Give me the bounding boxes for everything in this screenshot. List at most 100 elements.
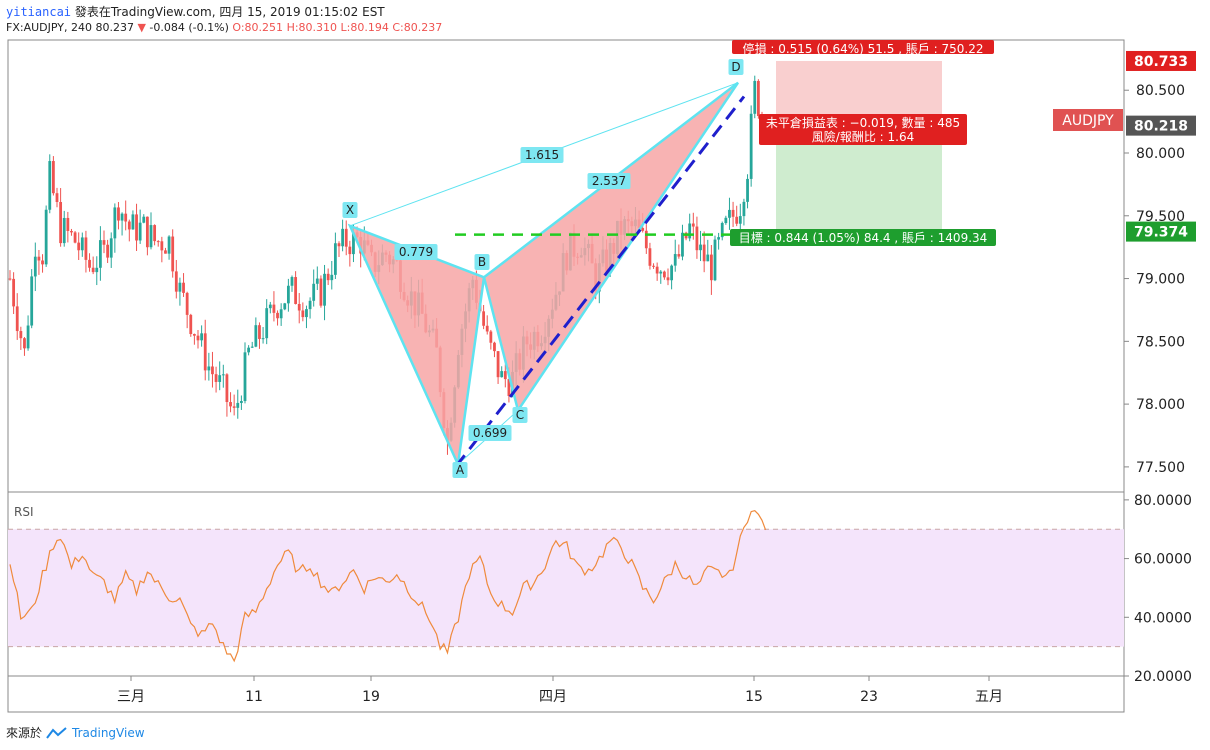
candle[interactable] [232, 394, 236, 416]
candle[interactable] [738, 203, 742, 234]
price-marker-current[interactable]: 80.218 [1126, 115, 1196, 136]
candle[interactable] [677, 244, 681, 259]
candle[interactable] [84, 230, 88, 273]
candle[interactable] [337, 241, 341, 257]
candle[interactable] [19, 326, 23, 350]
candle[interactable] [120, 212, 124, 236]
candle[interactable] [185, 291, 189, 329]
candle[interactable] [695, 216, 699, 259]
candle[interactable] [265, 299, 269, 345]
candle[interactable] [145, 216, 149, 256]
candle[interactable] [731, 201, 735, 227]
candle[interactable] [88, 253, 91, 272]
candle[interactable] [268, 301, 272, 314]
candle[interactable] [131, 210, 135, 230]
candle[interactable] [98, 226, 102, 281]
candle[interactable] [717, 232, 721, 250]
candle[interactable] [225, 373, 229, 417]
candle[interactable] [218, 361, 222, 391]
candle[interactable] [156, 240, 160, 247]
candle[interactable] [308, 297, 312, 319]
symbol-badge[interactable]: AUDJPY [1053, 109, 1123, 131]
candle[interactable] [272, 291, 276, 322]
candle[interactable] [142, 214, 146, 224]
candle[interactable] [113, 203, 117, 253]
candle[interactable] [724, 215, 728, 225]
candle[interactable] [286, 278, 290, 312]
candle[interactable] [493, 341, 496, 358]
candle[interactable] [135, 203, 138, 251]
candle[interactable] [66, 211, 70, 243]
candle[interactable] [247, 345, 251, 356]
candle[interactable] [670, 264, 674, 290]
candle[interactable] [341, 219, 345, 252]
candle[interactable] [333, 232, 337, 280]
candle[interactable] [200, 325, 204, 347]
candle[interactable] [95, 256, 99, 286]
overlay-lines[interactable] [454, 95, 776, 468]
candle[interactable] [117, 202, 120, 230]
candle[interactable] [749, 105, 753, 187]
candle[interactable] [742, 198, 746, 226]
candle[interactable] [178, 277, 182, 306]
candle[interactable] [62, 210, 66, 247]
candle[interactable] [709, 244, 713, 295]
candle[interactable] [297, 293, 301, 324]
candle[interactable] [196, 329, 200, 349]
candle[interactable] [330, 260, 334, 290]
candle[interactable] [109, 232, 113, 268]
candle[interactable] [756, 79, 760, 119]
candle[interactable] [189, 313, 193, 337]
candle[interactable] [283, 302, 287, 311]
candle[interactable] [279, 303, 283, 326]
candle[interactable] [326, 268, 330, 285]
candle[interactable] [652, 263, 655, 269]
candle[interactable] [211, 351, 214, 388]
candle[interactable] [655, 262, 659, 281]
candle[interactable] [261, 327, 265, 344]
price-marker-stop[interactable]: 80.733 [1126, 50, 1196, 71]
candle[interactable] [305, 305, 308, 329]
candle[interactable] [127, 219, 131, 242]
candle[interactable] [30, 269, 34, 329]
candle[interactable] [12, 272, 16, 315]
candle[interactable] [203, 319, 207, 381]
price-marker-target[interactable]: 79.374 [1126, 221, 1196, 242]
candle[interactable] [746, 174, 749, 209]
candle[interactable] [192, 333, 196, 345]
time-axis[interactable]: 三月 11 19 四月 15 23 五月 [117, 676, 1003, 705]
candle[interactable] [688, 213, 692, 242]
candle[interactable] [276, 310, 279, 326]
candle[interactable] [496, 351, 500, 384]
candle[interactable] [214, 366, 218, 393]
candle[interactable] [41, 254, 44, 273]
candle[interactable] [77, 232, 81, 260]
candle[interactable] [124, 200, 128, 231]
candle[interactable] [500, 366, 504, 378]
candle[interactable] [720, 221, 724, 241]
chart-canvas[interactable]: X A B C D 1.615 0.779 2.537 0.699 停損 : 0.515 (0.… [0, 0, 1210, 720]
candle[interactable] [243, 342, 247, 404]
candle[interactable] [503, 364, 507, 388]
candle[interactable] [55, 187, 59, 208]
candle[interactable] [648, 242, 652, 270]
candle[interactable] [735, 205, 739, 227]
candle[interactable] [681, 224, 684, 261]
candle[interactable] [59, 188, 63, 247]
candle[interactable] [91, 256, 95, 275]
candle[interactable] [290, 275, 294, 292]
candle[interactable] [221, 364, 225, 388]
candle[interactable] [659, 270, 663, 284]
candle[interactable] [644, 224, 648, 254]
candle[interactable] [662, 270, 666, 280]
candle[interactable] [706, 239, 710, 262]
candle[interactable] [160, 236, 164, 263]
candle[interactable] [344, 220, 348, 256]
candle[interactable] [15, 293, 19, 340]
candle[interactable] [51, 156, 55, 196]
candle[interactable] [250, 341, 254, 348]
trend-line[interactable] [454, 95, 746, 468]
author-name[interactable]: yitiancai [6, 5, 72, 19]
candle[interactable] [73, 231, 77, 244]
candle[interactable] [254, 317, 258, 348]
